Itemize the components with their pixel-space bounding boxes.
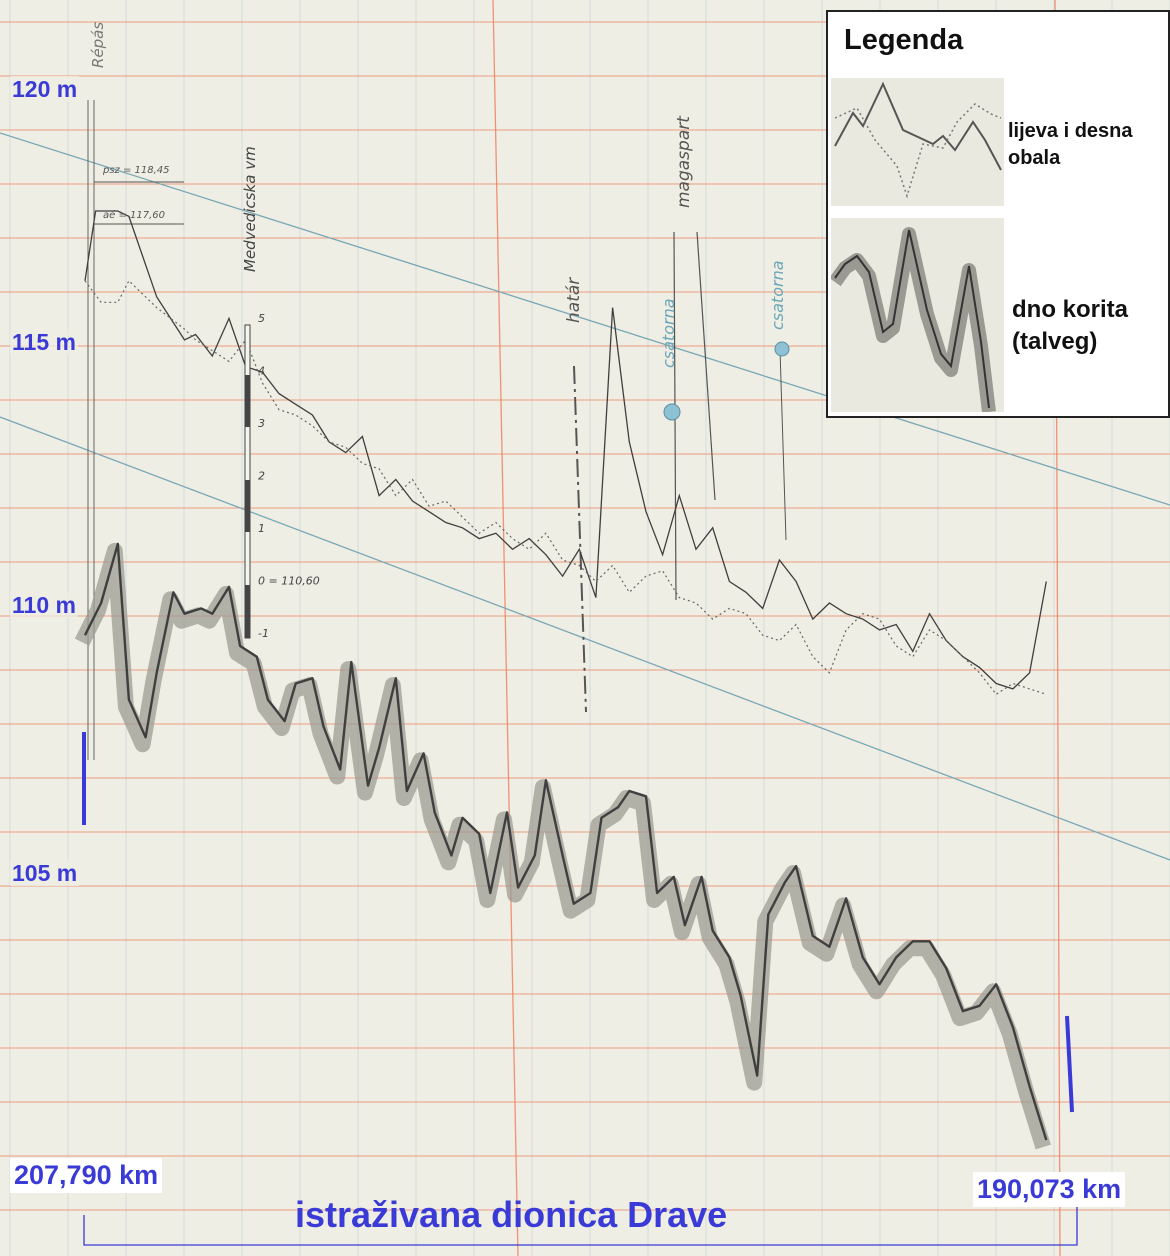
csatorna-symbol-2 [774, 341, 790, 357]
repas-label: Répás [89, 22, 107, 68]
legend-thalweg-label-line-1: dno korita [1012, 296, 1129, 323]
hatar-label: határ [564, 277, 584, 323]
gauge-tick-label: 1 [258, 522, 265, 535]
profile-markers [82, 100, 1078, 1246]
elevation-label-110: 110 m [10, 592, 78, 618]
hatar-line [573, 365, 587, 713]
gauge-tick-label: -1 [258, 627, 269, 640]
grid-major-vertical [492, 0, 519, 1256]
series-right-bank [84, 279, 1047, 696]
legend-banks-sample [834, 81, 1002, 199]
gauge-tick-label: 5 [258, 312, 265, 325]
series-thalweg [74, 542, 1051, 1150]
elevation-label-105: 105 m [10, 860, 80, 886]
gauge-segment [245, 480, 250, 532]
legend-banks-label-line-2: obala [1008, 147, 1061, 169]
legend-thalweg-swatch [829, 218, 1004, 413]
legend-banks-swatch [831, 78, 1004, 206]
legend-separator [831, 208, 1004, 212]
water-level-lines [0, 132, 1170, 861]
legend-thalweg-label-line-2: (talveg) [1012, 328, 1098, 355]
legend-thalweg-label: dno korita (talveg) [1012, 294, 1128, 358]
thalweg-hatching [74, 542, 1051, 1150]
gauge-tick-label: 3 [258, 417, 265, 430]
legend-thalweg-sample [829, 227, 996, 413]
profile-series [74, 210, 1051, 1150]
section-bracket [83, 1205, 1078, 1246]
thalweg-line [83, 542, 1048, 1141]
profile-annotations: Répás psz = 118,45 aé = 117,60 Medvedics… [89, 22, 787, 640]
magaspart-label: magaspart [674, 115, 694, 208]
legend: Legenda lijeva i desna obala dno korita … [826, 10, 1170, 418]
legend-bank-solid-line [834, 81, 1002, 171]
km-end-label: 190,073 km [973, 1172, 1126, 1207]
legend-thalweg-shade [829, 227, 996, 413]
right-bank-line [84, 279, 1047, 696]
gauge-tick-label: 2 [258, 470, 265, 483]
legend-banks-label-line-1: lijeva i desna [1008, 120, 1133, 142]
ae-label: aé = 117,60 [103, 209, 165, 221]
csatorna-label-2: csatorna [768, 260, 787, 330]
magaspart-line [696, 231, 716, 501]
csatorna-line-2 [779, 349, 787, 541]
elevation-label-115: 115 m [10, 329, 78, 355]
km-start-label: 207,790 km [10, 1158, 163, 1193]
legend-banks-label: lijeva i desna obala [1008, 118, 1133, 172]
km-end-marker [1065, 1015, 1074, 1113]
gauge-tick-label: 4 [258, 365, 265, 378]
csatorna-symbol-1 [663, 403, 681, 421]
section-title: istraživana dionica Drave [295, 1194, 728, 1235]
water-level-line-lower [0, 416, 1170, 861]
legend-bank-dotted-line [834, 103, 1002, 199]
gauge-scale [244, 324, 251, 639]
gauge-segment [245, 585, 250, 638]
elevation-label-120: 120 m [10, 76, 80, 102]
psz-label: psz = 118,45 [102, 165, 170, 176]
gauge-tick-labels: 5 4 3 2 1 0 = 110,60 -1 [258, 312, 320, 640]
legend-title: Legenda [844, 24, 964, 56]
csatorna-label-1: csatorna [659, 298, 678, 368]
gauge-name-label: Medvedicska vm [241, 146, 259, 272]
legend-thalweg-line [834, 229, 990, 409]
gauge-segment [245, 375, 250, 427]
gauge-tick-label: 0 = 110,60 [258, 575, 320, 588]
water-level-line-upper [0, 132, 1170, 506]
